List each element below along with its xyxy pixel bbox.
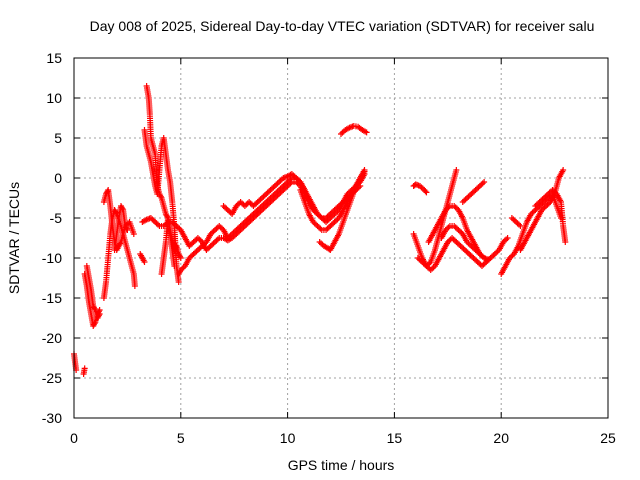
x-tick-label: 5 xyxy=(177,430,185,446)
data-point xyxy=(123,225,130,232)
y-axis-label: SDTVAR / TECUs xyxy=(6,182,22,294)
data-point xyxy=(91,320,98,327)
data-point xyxy=(124,227,131,233)
plot-frame xyxy=(73,57,609,419)
data-point xyxy=(157,193,164,200)
data-point xyxy=(517,223,524,229)
data-point xyxy=(96,311,103,317)
x-tick-labels: 0 5 10 15 20 25 xyxy=(70,430,616,446)
y-tick-label: -10 xyxy=(42,250,62,266)
y-tick-label: 5 xyxy=(54,130,62,146)
data-point xyxy=(422,188,429,195)
data-point xyxy=(91,305,98,312)
data-series-sdtvar xyxy=(71,83,569,377)
data-point xyxy=(361,168,368,175)
data-point xyxy=(423,189,430,196)
x-tick-label: 10 xyxy=(280,430,296,446)
y-tick-label: 15 xyxy=(46,50,62,66)
y-tick-label: -5 xyxy=(50,210,63,226)
data-point xyxy=(560,167,567,173)
data-point xyxy=(95,312,102,319)
data-point xyxy=(481,179,488,185)
y-tick-label: 10 xyxy=(46,90,62,106)
data-point xyxy=(363,129,370,136)
grid-lines xyxy=(74,58,608,418)
chart-title: Day 008 of 2025, Sidereal Day-to-day VTE… xyxy=(90,18,595,34)
data-point xyxy=(504,235,511,241)
data-point xyxy=(562,239,569,245)
x-axis-label: GPS time / hours xyxy=(288,457,395,473)
x-tick-label: 20 xyxy=(493,430,509,446)
data-point xyxy=(177,253,184,260)
y-tick-label: -15 xyxy=(42,290,62,306)
x-tick-label: 15 xyxy=(387,430,403,446)
y-tick-label: -25 xyxy=(42,370,62,386)
x-tick-label: 0 xyxy=(70,430,78,446)
data-point xyxy=(113,209,120,216)
x-tick-label: 25 xyxy=(600,430,616,446)
y-tick-label: -30 xyxy=(42,410,62,426)
data-point xyxy=(130,231,137,237)
y-tick-label: 0 xyxy=(54,170,62,186)
axis-ticks xyxy=(73,57,609,419)
y-tick-label: -20 xyxy=(42,330,62,346)
data-point xyxy=(131,283,138,289)
data-point xyxy=(104,188,111,195)
data-point xyxy=(175,279,182,285)
y-tick-labels: -30 -25 -20 -15 -10 -5 0 5 10 15 xyxy=(42,50,62,426)
data-point xyxy=(453,167,460,173)
data-point xyxy=(485,256,492,263)
data-point xyxy=(171,263,178,269)
data-point xyxy=(81,365,88,372)
data-point xyxy=(141,259,148,265)
data-point xyxy=(119,205,126,212)
